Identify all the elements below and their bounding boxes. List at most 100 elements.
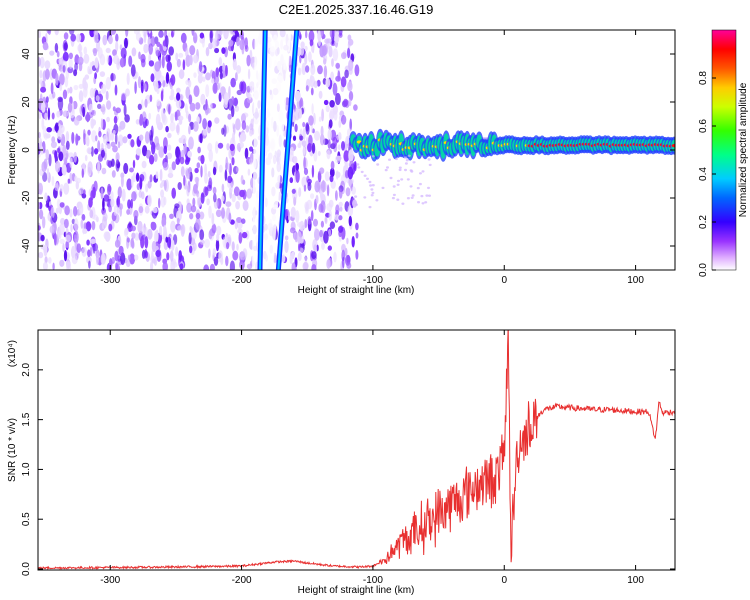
- noise-speckle: [123, 103, 127, 117]
- noise-speckle: [311, 142, 316, 154]
- noise-speckle: [221, 195, 225, 202]
- noise-speckle: [204, 163, 208, 176]
- noise-speckle: [75, 133, 79, 146]
- noise-speckle: [86, 221, 91, 228]
- noise-speckle: [212, 186, 217, 195]
- noise-speckle: [117, 125, 122, 132]
- noise-speckle: [59, 259, 65, 267]
- noise-speckle: [38, 56, 42, 67]
- bottom-y-tick-label: 2.0: [21, 362, 32, 376]
- noise-speckle: [231, 157, 235, 166]
- noise-speckle: [148, 60, 155, 67]
- noise-speckle: [103, 194, 110, 202]
- noise-speckle: [225, 65, 228, 77]
- noise-speckle: [102, 197, 105, 211]
- signal-smear: [386, 166, 389, 169]
- noise-speckle: [196, 116, 200, 124]
- noise-speckle: [340, 76, 347, 88]
- chart-title: C2E1.2025.337.16.46.G19: [279, 2, 434, 17]
- noise-speckle: [193, 85, 200, 97]
- signal-smear: [363, 196, 367, 199]
- noise-speckle: [246, 188, 253, 199]
- signal-smear: [395, 157, 398, 161]
- noise-speckle: [236, 243, 239, 251]
- noise-speckle: [206, 184, 213, 192]
- noise-speckle: [318, 90, 323, 99]
- noise-speckle: [42, 216, 46, 229]
- signal-smear: [411, 194, 415, 197]
- noise-speckle: [114, 239, 121, 248]
- bottom-y-tick-label: 1.0: [21, 462, 32, 476]
- noise-speckle: [298, 187, 302, 198]
- top-y-tick-label: -20: [21, 190, 32, 205]
- noise-speckle: [211, 212, 215, 226]
- noise-speckle: [226, 242, 230, 250]
- noise-speckle: [116, 198, 119, 206]
- noise-speckle: [170, 74, 176, 86]
- noise-speckle: [161, 217, 167, 228]
- noise-speckle: [73, 84, 79, 91]
- noise-speckle: [307, 216, 312, 225]
- noise-speckle: [306, 199, 313, 210]
- noise-speckle: [221, 207, 225, 219]
- noise-speckle: [189, 213, 194, 220]
- signal-smear: [406, 178, 410, 181]
- noise-speckle: [351, 236, 355, 248]
- noise-speckle: [345, 136, 350, 145]
- noise-speckle: [44, 112, 48, 121]
- noise-speckle: [324, 216, 328, 223]
- noise-speckle: [333, 251, 337, 263]
- noise-speckle: [200, 154, 205, 165]
- noise-speckle: [295, 162, 299, 171]
- noise-speckle: [123, 162, 129, 175]
- noise-speckle: [147, 228, 153, 240]
- noise-speckle: [129, 253, 136, 265]
- noise-speckle: [50, 206, 55, 219]
- noise-speckle: [106, 116, 110, 123]
- noise-speckle: [45, 149, 50, 161]
- noise-speckle: [126, 72, 130, 85]
- noise-speckle: [288, 215, 291, 221]
- noise-speckle: [333, 110, 338, 121]
- noise-speckle: [148, 112, 152, 120]
- noise-speckle: [76, 33, 82, 43]
- noise-speckle: [326, 184, 330, 197]
- noise-speckle: [55, 160, 61, 173]
- noise-speckle: [144, 236, 149, 249]
- noise-speckle: [321, 108, 324, 122]
- noise-speckle: [329, 30, 335, 39]
- noise-speckle: [67, 66, 74, 74]
- noise-speckle: [165, 72, 170, 84]
- noise-speckle: [129, 167, 134, 173]
- noise-speckle: [320, 180, 327, 193]
- top-x-tick-label: -100: [363, 275, 383, 286]
- noise-speckle: [189, 45, 196, 56]
- noise-speckle: [63, 42, 68, 51]
- noise-speckle: [335, 204, 340, 215]
- noise-speckle: [186, 202, 193, 213]
- noise-speckle: [346, 262, 352, 269]
- noise-speckle: [294, 123, 298, 133]
- noise-speckle: [346, 237, 349, 245]
- noise-speckle: [143, 43, 149, 54]
- noise-speckle: [301, 62, 306, 75]
- noise-speckle: [54, 30, 59, 36]
- noise-speckle: [301, 140, 307, 148]
- noise-speckle: [324, 171, 330, 182]
- noise-speckle: [96, 216, 99, 223]
- noise-speckle: [82, 228, 88, 234]
- noise-speckle: [225, 255, 229, 267]
- noise-speckle: [144, 98, 148, 108]
- noise-speckle: [78, 203, 84, 216]
- noise-speckle: [125, 88, 130, 97]
- noise-speckle: [217, 82, 220, 91]
- noise-speckle: [147, 194, 152, 207]
- noise-speckle: [130, 198, 133, 209]
- noise-speckle: [328, 229, 332, 237]
- noise-speckle: [75, 180, 80, 190]
- noise-speckle: [231, 96, 235, 104]
- signal-smear: [400, 178, 404, 181]
- noise-speckle: [311, 264, 317, 270]
- noise-speckle: [207, 170, 211, 178]
- signal-smear: [354, 203, 358, 206]
